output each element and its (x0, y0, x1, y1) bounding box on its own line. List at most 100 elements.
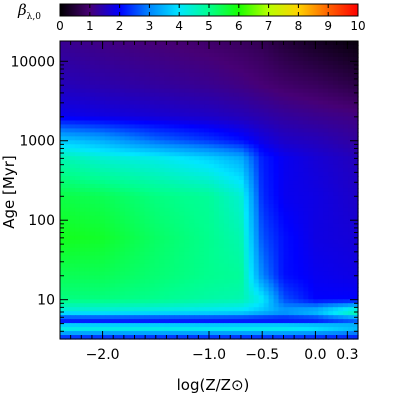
heatmap-cell (99, 84, 106, 90)
heatmap-cell (144, 140, 150, 145)
heatmap-cell (283, 227, 290, 233)
heatmap-cell (253, 124, 260, 130)
heatmap-cell (343, 156, 349, 161)
heatmap-cell (189, 132, 195, 137)
heatmap-cell (223, 247, 230, 253)
heatmap-cell (169, 303, 175, 308)
heatmap-cell (293, 199, 299, 205)
heatmap-cell (154, 263, 160, 269)
heatmap-cell (119, 180, 126, 185)
colorbar-tick-label: 10 (350, 19, 365, 33)
heatmap-cell (124, 319, 131, 324)
heatmap-cell (293, 323, 299, 328)
heatmap-cell (253, 41, 260, 46)
heatmap-cell (119, 104, 126, 110)
heatmap-cell (273, 267, 280, 273)
heatmap-cell (288, 96, 295, 102)
heatmap-cell (233, 92, 240, 98)
heatmap-cell (139, 307, 146, 312)
heatmap-cell (64, 188, 71, 193)
heatmap-cell (298, 100, 304, 106)
heatmap-cell (64, 48, 71, 54)
heatmap-cell (288, 184, 295, 189)
heatmap-cell (308, 287, 314, 292)
heatmap-cell (69, 132, 76, 137)
heatmap-cell (348, 144, 354, 149)
heatmap-cell (89, 100, 96, 106)
heatmap-cell (114, 176, 121, 181)
heatmap-cell (204, 188, 210, 193)
heatmap-cell (218, 251, 225, 257)
heatmap-cell (333, 279, 339, 284)
heatmap-cell (278, 295, 285, 300)
heatmap-cell (189, 291, 195, 296)
heatmap-cell (313, 136, 319, 141)
heatmap-cell (114, 80, 121, 86)
heatmap-cell (348, 112, 354, 118)
heatmap-cell (223, 156, 230, 161)
heatmap-cell (318, 68, 324, 74)
heatmap-cell (283, 219, 290, 225)
heatmap-cell (124, 56, 131, 62)
heatmap-cell (278, 56, 285, 62)
heatmap-cell (199, 52, 205, 58)
heatmap-cell (169, 279, 175, 284)
heatmap-cell (353, 104, 359, 110)
heatmap-cell (84, 315, 91, 320)
heatmap-cell (149, 188, 155, 193)
heatmap-cell (238, 184, 245, 189)
heatmap-cell (94, 112, 101, 118)
heatmap-cell (248, 247, 255, 253)
heatmap-cell (278, 195, 285, 201)
heatmap-cell (353, 255, 359, 261)
heatmap-cell (268, 307, 275, 312)
heatmap-cell (308, 243, 314, 249)
heatmap-cell (308, 188, 314, 193)
heatmap-cell (99, 68, 106, 74)
heatmap-cell (273, 235, 280, 241)
heatmap-cell (348, 60, 354, 66)
heatmap-cell (194, 180, 200, 185)
heatmap-cell (209, 84, 215, 90)
heatmap-cell (184, 96, 190, 102)
heatmap-cell (303, 140, 309, 145)
heatmap-cell (353, 335, 359, 340)
heatmap-cell (94, 56, 101, 62)
heatmap-cell (134, 176, 141, 181)
heatmap-cell (313, 235, 319, 241)
heatmap-cell (338, 88, 344, 94)
heatmap-cell (228, 319, 235, 324)
heatmap-cell (323, 231, 329, 237)
heatmap-cell (134, 311, 141, 316)
heatmap-cell (243, 239, 250, 245)
heatmap-cell (79, 112, 86, 118)
heatmap-cell (253, 64, 260, 70)
heatmap-cell (114, 311, 121, 316)
heatmap-cell (84, 84, 91, 90)
heatmap-cell (144, 80, 150, 86)
heatmap-cell (318, 108, 324, 114)
heatmap-cell (298, 231, 304, 237)
heatmap-cell (174, 255, 180, 261)
heatmap-cell (253, 152, 260, 157)
heatmap-cell (139, 112, 146, 118)
heatmap-cell (184, 176, 190, 181)
heatmap-cell (268, 227, 275, 233)
heatmap-cell (258, 307, 265, 312)
heatmap-cell (174, 327, 180, 332)
heatmap-cell (109, 60, 116, 66)
heatmap-cell (74, 287, 81, 292)
heatmap-cell (318, 283, 324, 288)
heatmap-cell (84, 124, 91, 130)
heatmap-cell (74, 219, 81, 225)
heatmap-cell (189, 235, 195, 241)
heatmap-cell (258, 180, 265, 185)
heatmap-cell (149, 287, 155, 292)
heatmap-cell (218, 279, 225, 284)
heatmap-cell (353, 144, 359, 149)
heatmap-cell (343, 92, 349, 98)
heatmap-cell (288, 88, 295, 94)
heatmap-cell (238, 124, 245, 130)
heatmap-cell (323, 76, 329, 82)
heatmap-cell (343, 259, 349, 265)
